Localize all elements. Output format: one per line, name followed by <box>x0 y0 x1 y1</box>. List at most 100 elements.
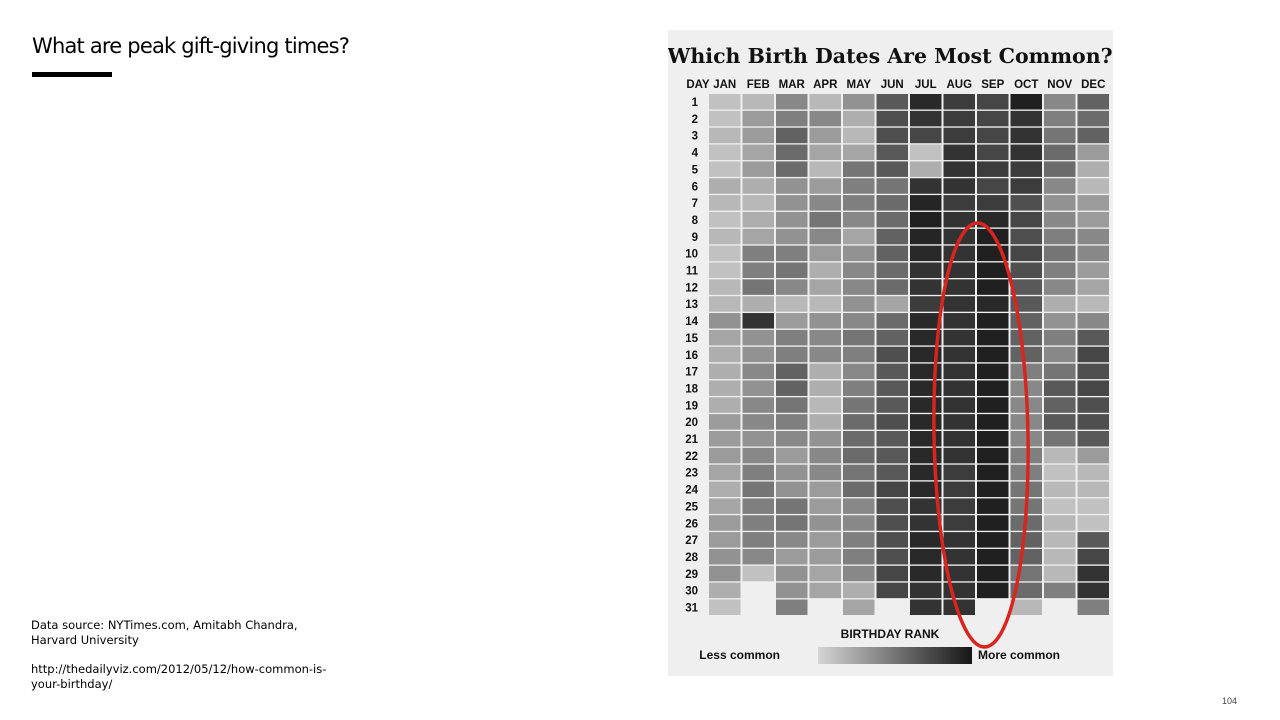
heatmap-cell-feb-21 <box>742 431 774 447</box>
heatmap-cell-aug-2 <box>943 110 975 127</box>
heatmap-cell-jan-19 <box>709 397 741 413</box>
heatmap-cell-sep-30 <box>977 582 1009 599</box>
heatmap-cell-jul-24 <box>910 481 942 498</box>
heatmap-cell-apr-26 <box>809 515 841 531</box>
chart-title: Which Birth Dates Are Most Common? <box>668 44 1113 68</box>
heatmap-cell-feb-17 <box>742 363 774 380</box>
heatmap-cell-aug-15 <box>943 329 975 346</box>
heatmap-cell-oct-5 <box>1010 161 1042 177</box>
heatmap-cell-oct-8 <box>1010 211 1042 228</box>
heatmap-cell-mar-24 <box>776 481 808 498</box>
heatmap-cell-may-31 <box>843 599 875 615</box>
heatmap-cell-mar-8 <box>776 211 808 228</box>
heatmap-cell-feb-20 <box>742 414 774 430</box>
heatmap-cell-oct-3 <box>1010 127 1042 144</box>
heatmap-cell-feb-16 <box>742 346 774 363</box>
heatmap-cell-jul-7 <box>910 195 942 211</box>
heatmap-cell-jan-10 <box>709 245 741 262</box>
heatmap-cell-jun-21 <box>876 431 908 447</box>
heatmap-cell-jul-10 <box>910 245 942 262</box>
heatmap-cell-mar-14 <box>776 313 808 329</box>
heatmap-cell-may-13 <box>843 296 875 312</box>
heatmap-cell-may-19 <box>843 397 875 413</box>
heatmap-cell-jan-11 <box>709 262 741 278</box>
heatmap-cell-jul-14 <box>910 313 942 329</box>
heatmap-cell-dec-15 <box>1077 329 1109 346</box>
heatmap-cell-dec-4 <box>1077 144 1109 161</box>
heatmap-cell-aug-30 <box>943 582 975 599</box>
heatmap-cell-jan-31 <box>709 599 741 615</box>
heatmap-cell-oct-4 <box>1010 144 1042 161</box>
heatmap-cell-feb-13 <box>742 296 774 312</box>
heatmap-cell-dec-20 <box>1077 414 1109 430</box>
heatmap-cell-mar-29 <box>776 565 808 582</box>
data-source-text: Data source: NYTimes.com, Amitabh Chandr… <box>31 618 298 647</box>
day-label-31: 31 <box>685 603 698 615</box>
heatmap-cell-aug-21 <box>943 431 975 447</box>
heatmap-cell-dec-8 <box>1077 211 1109 228</box>
heatmap-cell-feb-22 <box>742 447 774 464</box>
heatmap-cell-jun-30 <box>876 582 908 599</box>
heatmap-cell-apr-29 <box>809 565 841 582</box>
heatmap-cell-jun-16 <box>876 346 908 363</box>
footnotes: Data source: NYTimes.com, Amitabh Chandr… <box>31 618 331 706</box>
day-label-19: 19 <box>685 400 698 412</box>
heatmap-cell-feb-11 <box>742 262 774 278</box>
heatmap-cell-jun-5 <box>876 161 908 177</box>
heatmap-cell-apr-25 <box>809 498 841 514</box>
heatmap-cell-oct-9 <box>1010 228 1042 245</box>
heatmap-cell-jul-2 <box>910 110 942 127</box>
heatmap-cell-apr-27 <box>809 532 841 548</box>
heatmap-cell-jan-30 <box>709 582 741 599</box>
heatmap-cell-oct-12 <box>1010 279 1042 295</box>
legend-gradient-bar <box>818 647 972 664</box>
heatmap-cell-jan-27 <box>709 532 741 548</box>
slide-title: What are peak gift-giving times? <box>32 34 350 58</box>
heatmap-cell-feb-15 <box>742 329 774 346</box>
heatmap-cell-nov-30 <box>1044 582 1076 599</box>
heatmap-cell-aug-13 <box>943 296 975 312</box>
heatmap-cell-sep-21 <box>977 431 1009 447</box>
heatmap-cell-jul-5 <box>910 161 942 177</box>
birth-date-heatmap: Which Birth Dates Are Most Common? DAY J… <box>668 44 1113 664</box>
heatmap-cell-feb-28 <box>742 548 774 565</box>
heatmap-cell-apr-4 <box>809 144 841 161</box>
heatmap-cell-sep-20 <box>977 414 1009 430</box>
heatmap-cell-mar-3 <box>776 127 808 144</box>
day-label-18: 18 <box>685 383 698 395</box>
heatmap-cell-apr-10 <box>809 245 841 262</box>
heatmap-cell-feb-27 <box>742 532 774 548</box>
heatmap-cell-aug-20 <box>943 414 975 430</box>
heatmap-cell-jul-29 <box>910 565 942 582</box>
heatmap-cell-may-18 <box>843 380 875 396</box>
heatmap-cell-sep-23 <box>977 464 1009 481</box>
heatmap-cell-nov-9 <box>1044 228 1076 245</box>
heatmap-cell-oct-21 <box>1010 431 1042 447</box>
heatmap-cell-apr-20 <box>809 414 841 430</box>
heatmap-cell-may-21 <box>843 431 875 447</box>
heatmap-cell-mar-6 <box>776 178 808 194</box>
heatmap-cell-apr-14 <box>809 313 841 329</box>
heatmap-cell-jul-16 <box>910 346 942 363</box>
heatmap-cell-sep-2 <box>977 110 1009 127</box>
legend-title: BIRTHDAY RANK <box>841 627 940 641</box>
heatmap-cell-sep-1 <box>977 94 1009 110</box>
heatmap-cell-mar-26 <box>776 515 808 531</box>
heatmap-cell-jul-27 <box>910 532 942 548</box>
heatmap-cell-mar-2 <box>776 110 808 127</box>
heatmap-cell-nov-15 <box>1044 329 1076 346</box>
heatmap-cell-jul-30 <box>910 582 942 599</box>
heatmap-cell-jul-22 <box>910 447 942 464</box>
heatmap-cell-nov-26 <box>1044 515 1076 531</box>
heatmap-cell-dec-22 <box>1077 447 1109 464</box>
title-underline <box>32 72 112 77</box>
heatmap-cell-feb-1 <box>742 94 774 110</box>
day-label-26: 26 <box>685 518 698 530</box>
heatmap-cell-jul-8 <box>910 211 942 228</box>
heatmap-cell-nov-18 <box>1044 380 1076 396</box>
heatmap-cell-sep-3 <box>977 127 1009 144</box>
heatmap-cell-dec-5 <box>1077 161 1109 177</box>
heatmap-cell-jan-15 <box>709 329 741 346</box>
heatmap-cell-oct-27 <box>1010 532 1042 548</box>
heatmap-cell-nov-13 <box>1044 296 1076 312</box>
